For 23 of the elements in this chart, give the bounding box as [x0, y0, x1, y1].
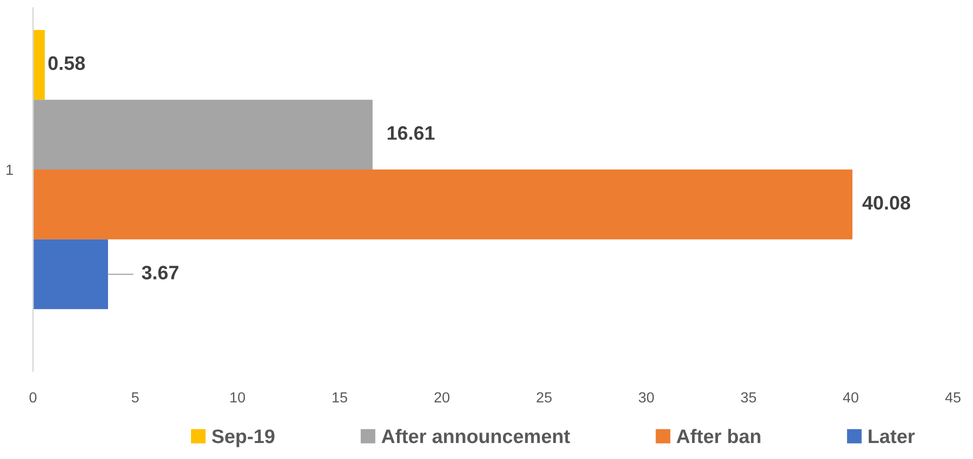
x-tick-label: 5: [132, 392, 139, 403]
data-label: 3.67: [142, 266, 178, 280]
x-tick-label: 35: [741, 392, 756, 403]
bar: [33, 30, 45, 100]
x-tick-label: 20: [434, 392, 450, 403]
data-label: 0.58: [48, 56, 85, 70]
data-label: 16.61: [388, 126, 435, 140]
bar: [33, 100, 373, 170]
x-tick-label: 10: [230, 392, 245, 403]
bar: [33, 239, 108, 310]
legend-label: After announcement: [382, 428, 570, 444]
legend-label: Later: [868, 430, 915, 444]
x-tick-label: 25: [536, 392, 552, 403]
data-label: 40.08: [862, 196, 910, 210]
x-tick-label: 15: [332, 392, 348, 403]
legend-label: After ban: [676, 428, 760, 444]
x-tick-label: 40: [843, 392, 858, 403]
y-tick-label: 1: [6, 164, 13, 175]
x-tick-label: 30: [638, 392, 654, 403]
x-tick-label: 45: [945, 392, 960, 403]
legend-label: Sep-19: [212, 429, 274, 448]
x-tick-label: 0: [30, 392, 36, 403]
bar: [33, 170, 852, 240]
